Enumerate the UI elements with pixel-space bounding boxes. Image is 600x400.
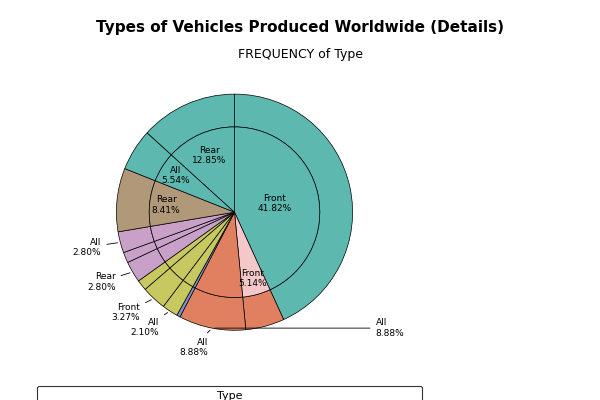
- Wedge shape: [235, 127, 320, 290]
- Wedge shape: [139, 262, 170, 289]
- Text: All
5.54%: All 5.54%: [162, 166, 190, 186]
- Text: FREQUENCY of Type: FREQUENCY of Type: [238, 48, 362, 61]
- Wedge shape: [242, 290, 284, 330]
- Wedge shape: [118, 226, 154, 252]
- Wedge shape: [165, 212, 235, 268]
- Wedge shape: [154, 212, 235, 248]
- Wedge shape: [180, 288, 246, 330]
- Wedge shape: [195, 212, 242, 298]
- Wedge shape: [155, 155, 235, 212]
- Text: All
2.10%: All 2.10%: [131, 312, 167, 337]
- Wedge shape: [116, 169, 155, 232]
- Wedge shape: [128, 248, 165, 281]
- Wedge shape: [157, 212, 235, 262]
- Wedge shape: [147, 94, 235, 155]
- Text: All
8.88%: All 8.88%: [215, 318, 404, 338]
- Text: Rear
8.41%: Rear 8.41%: [152, 195, 181, 215]
- Legend: Hybrid, SUV, Sedan, Sports, Truck, Wagon: Hybrid, SUV, Sedan, Sports, Truck, Wagon: [37, 386, 422, 400]
- Wedge shape: [149, 181, 235, 226]
- Text: Types of Vehicles Produced Worldwide (Details): Types of Vehicles Produced Worldwide (De…: [96, 20, 504, 35]
- Wedge shape: [235, 94, 353, 320]
- Wedge shape: [172, 127, 235, 212]
- Text: Rear
2.80%: Rear 2.80%: [87, 272, 130, 292]
- Wedge shape: [183, 212, 235, 287]
- Wedge shape: [124, 241, 157, 262]
- Wedge shape: [125, 133, 172, 181]
- Wedge shape: [170, 212, 235, 280]
- Wedge shape: [193, 212, 235, 288]
- Wedge shape: [145, 268, 183, 306]
- Text: Rear
12.85%: Rear 12.85%: [192, 146, 226, 165]
- Text: All
2.80%: All 2.80%: [73, 238, 118, 257]
- Wedge shape: [235, 212, 270, 297]
- Wedge shape: [177, 287, 195, 317]
- Wedge shape: [163, 280, 193, 315]
- Text: Front
41.82%: Front 41.82%: [257, 194, 292, 213]
- Text: All
8.88%: All 8.88%: [179, 330, 210, 357]
- Wedge shape: [151, 212, 235, 241]
- Text: Front
5.14%: Front 5.14%: [238, 269, 266, 288]
- Text: Front
3.27%: Front 3.27%: [112, 300, 151, 322]
